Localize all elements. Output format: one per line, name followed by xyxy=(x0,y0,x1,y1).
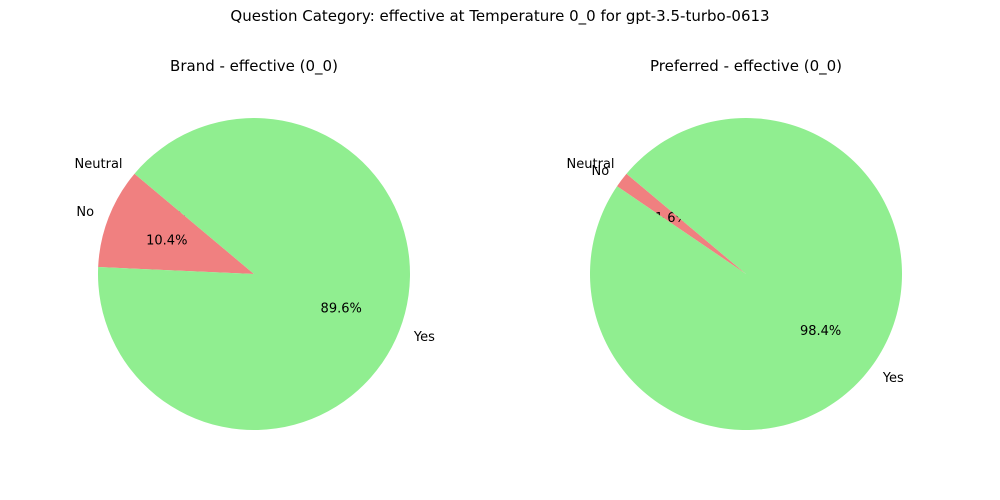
pie-chart-brand: Brand - effective (0_0) Neutral0.0%No10.… xyxy=(75,57,435,431)
pie-slice-brand-no xyxy=(98,173,254,274)
pct-label-preferred-yes: 98.4% xyxy=(800,324,841,339)
pct-label-brand-no: 10.4% xyxy=(146,234,187,249)
pct-label-brand-yes: 89.6% xyxy=(321,301,362,316)
slice-label-preferred-neutral: Neutral xyxy=(567,157,615,172)
slice-label-brand-neutral: Neutral xyxy=(75,157,123,172)
figure-title: Question Category: effective at Temperat… xyxy=(230,7,770,25)
pie-slice-brand-yes xyxy=(97,118,410,431)
chart-title-brand: Brand - effective (0_0) xyxy=(170,57,338,76)
slice-label-brand-no: No xyxy=(76,205,94,220)
slice-label-brand-yes: Yes xyxy=(413,330,435,345)
pie-slice-preferred-no xyxy=(617,173,746,274)
pie-slice-preferred-yes xyxy=(590,117,903,430)
chart-title-preferred: Preferred - effective (0_0) xyxy=(650,57,842,76)
slice-label-preferred-no: No xyxy=(591,164,609,179)
slice-label-preferred-yes: Yes xyxy=(882,371,904,386)
pie-chart-preferred: Preferred - effective (0_0) Neutral0.0%N… xyxy=(567,57,904,430)
